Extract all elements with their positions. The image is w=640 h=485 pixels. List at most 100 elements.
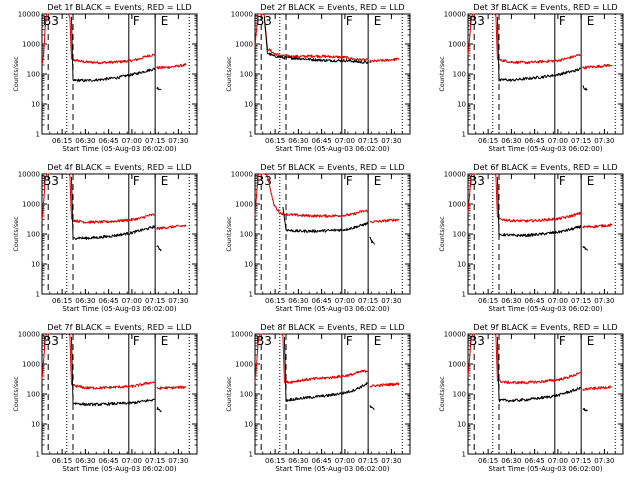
segment-label: E bbox=[374, 334, 382, 348]
y-tick-label: 100 bbox=[453, 231, 466, 239]
x-tick-label: 06:45 bbox=[525, 297, 545, 305]
series-lld-line bbox=[369, 57, 400, 63]
series-events-line bbox=[282, 206, 369, 233]
x-tick-label: 06:45 bbox=[99, 137, 119, 145]
chart-det-1f: Det 1f BLACK = Events, RED = LLD 1 10 100 10… bbox=[12, 2, 198, 153]
segment-label: E bbox=[374, 14, 382, 28]
segment-label: E bbox=[587, 174, 595, 188]
x-tick-label: 07:30 bbox=[381, 457, 401, 465]
y-axis-label: Counts/sec bbox=[438, 216, 446, 252]
x-tick-label: 07:30 bbox=[594, 297, 614, 305]
segment-label: F bbox=[133, 14, 140, 28]
y-tick-label: 1 bbox=[462, 131, 466, 139]
series-events-line bbox=[283, 336, 369, 402]
y-tick-label: 10000 bbox=[231, 331, 253, 339]
y-tick-label: 10 bbox=[31, 101, 40, 109]
x-tick-label: 06:45 bbox=[99, 297, 119, 305]
y-tick-label: 100 bbox=[27, 391, 40, 399]
series-events-line bbox=[496, 336, 582, 403]
x-tick-label: 07:00 bbox=[548, 297, 568, 305]
segment-label: B3 bbox=[256, 14, 272, 28]
series-lld-line bbox=[156, 385, 187, 390]
series-lld-line bbox=[582, 63, 613, 70]
x-tick-label: 07:15 bbox=[145, 297, 165, 305]
y-axis-label: Counts/sec bbox=[225, 376, 233, 412]
y-tick-label: 10 bbox=[457, 421, 466, 429]
x-tick-label: 07:15 bbox=[358, 137, 378, 145]
x-tick-label: 06:15 bbox=[52, 137, 72, 145]
x-tick-label: 07:30 bbox=[381, 297, 401, 305]
segment-label: F bbox=[559, 14, 566, 28]
x-tick-label: 06:15 bbox=[52, 297, 72, 305]
y-tick-label: 1000 bbox=[235, 361, 253, 369]
x-tick-label: 06:30 bbox=[288, 457, 308, 465]
x-tick-label: 06:45 bbox=[312, 457, 332, 465]
plot-frame bbox=[254, 173, 411, 295]
x-tick-label: 06:15 bbox=[265, 137, 285, 145]
x-axis-label: Start Time (05-Aug-03 06:02:00) bbox=[275, 465, 389, 473]
segment-label: B3 bbox=[43, 14, 59, 28]
x-tick-label: 06:30 bbox=[501, 457, 521, 465]
segment-label: F bbox=[346, 14, 353, 28]
x-tick-label: 07:15 bbox=[358, 457, 378, 465]
chart-det-7f: Det 7f BLACK = Events, RED = LLD 1 10 100 10… bbox=[12, 322, 198, 473]
series-lld-line bbox=[467, 13, 476, 55]
y-tick-label: 100 bbox=[240, 391, 253, 399]
series-events-line bbox=[369, 405, 375, 411]
x-axis-label: Start Time (05-Aug-03 06:02:00) bbox=[275, 145, 389, 153]
series-lld-line bbox=[492, 13, 582, 65]
x-tick-label: 06:45 bbox=[312, 137, 332, 145]
series-lld-line bbox=[254, 173, 369, 218]
x-axis-label: Start Time (05-Aug-03 06:02:00) bbox=[488, 465, 602, 473]
series-events-line bbox=[369, 236, 375, 245]
x-tick-label: 07:00 bbox=[122, 297, 142, 305]
x-tick-label: 06:15 bbox=[52, 457, 72, 465]
plot-frame bbox=[41, 333, 198, 455]
x-tick-label: 06:30 bbox=[501, 297, 521, 305]
y-tick-label: 1 bbox=[462, 291, 466, 299]
chart-title: Det 8f BLACK = Events, RED = LLD bbox=[260, 322, 404, 332]
y-axis-label: Counts/sec bbox=[438, 56, 446, 92]
segment-label: B3 bbox=[469, 14, 485, 28]
series-events-line bbox=[263, 16, 369, 64]
x-tick-label: 06:30 bbox=[288, 297, 308, 305]
series-lld-line bbox=[254, 333, 263, 383]
x-tick-label: 06:30 bbox=[75, 457, 95, 465]
series-lld-line bbox=[66, 333, 156, 390]
y-tick-label: 10000 bbox=[18, 331, 40, 339]
segment-label: F bbox=[133, 334, 140, 348]
y-axis-label: Counts/sec bbox=[225, 56, 233, 92]
y-tick-label: 1000 bbox=[235, 41, 253, 49]
y-tick-label: 1 bbox=[36, 291, 40, 299]
x-tick-label: 07:15 bbox=[571, 297, 591, 305]
series-events-line bbox=[156, 406, 162, 413]
series-lld-line bbox=[41, 333, 50, 380]
chart-title: Det 2f BLACK = Events, RED = LLD bbox=[260, 2, 404, 12]
chart-title: Det 4f BLACK = Events, RED = LLD bbox=[47, 162, 191, 172]
y-tick-label: 100 bbox=[27, 231, 40, 239]
x-tick-label: 07:30 bbox=[594, 137, 614, 145]
y-tick-label: 10 bbox=[31, 261, 40, 269]
series-lld-line bbox=[279, 333, 369, 384]
chart-det-6f: Det 6f BLACK = Events, RED = LLD 1 10 100 10… bbox=[438, 162, 624, 313]
segment-label: F bbox=[346, 174, 353, 188]
y-tick-label: 10 bbox=[244, 421, 253, 429]
series-events-line bbox=[156, 245, 162, 252]
series-events-line bbox=[582, 246, 588, 251]
segment-label: B3 bbox=[469, 334, 485, 348]
x-tick-label: 07:30 bbox=[168, 297, 188, 305]
segment-label: F bbox=[133, 174, 140, 188]
chart-det-9f: Det 9f BLACK = Events, RED = LLD 1 10 100 10… bbox=[438, 322, 624, 473]
y-tick-label: 1 bbox=[249, 131, 253, 139]
y-tick-label: 1000 bbox=[448, 201, 466, 209]
segment-label: F bbox=[559, 174, 566, 188]
y-tick-label: 100 bbox=[240, 231, 253, 239]
x-tick-label: 06:15 bbox=[478, 297, 498, 305]
x-axis-label: Start Time (05-Aug-03 06:02:00) bbox=[488, 145, 602, 153]
series-lld-line bbox=[582, 385, 613, 391]
series-events-line bbox=[496, 16, 582, 82]
chart-title: Det 9f BLACK = Events, RED = LLD bbox=[473, 322, 617, 332]
series-events-line bbox=[71, 16, 156, 83]
series-lld-line bbox=[66, 13, 156, 65]
